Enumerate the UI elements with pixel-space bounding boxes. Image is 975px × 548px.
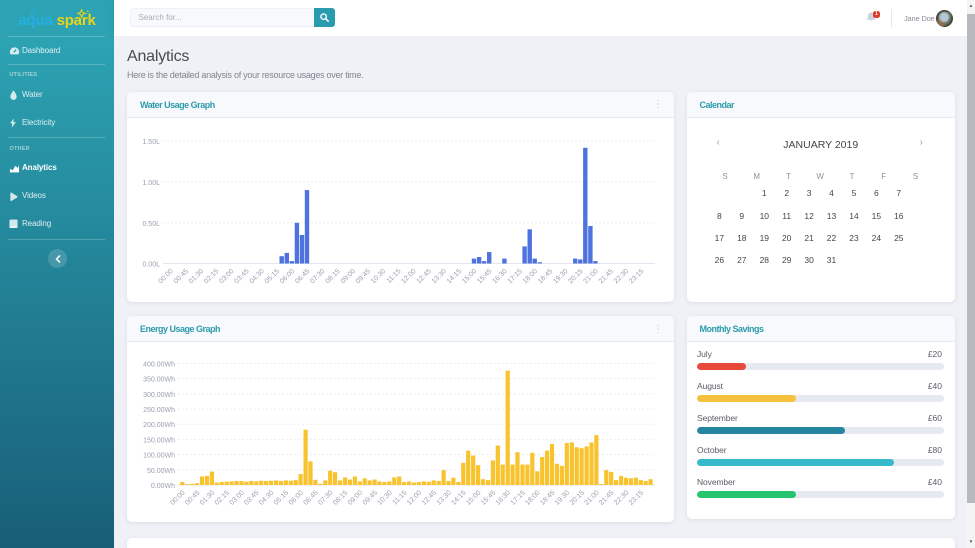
svg-text:00:45: 00:45 [173,267,190,284]
svg-text:08:15: 08:15 [332,489,349,506]
svg-text:08:15: 08:15 [324,267,341,284]
svg-text:14:15: 14:15 [446,267,463,284]
svg-text:12:45: 12:45 [416,267,433,284]
svg-text:07:30: 07:30 [309,267,326,284]
svg-text:19:30: 19:30 [552,267,569,284]
svg-text:0.00Wh: 0.00Wh [151,483,175,490]
svg-text:15:45: 15:45 [480,489,497,506]
svg-text:06:45: 06:45 [294,267,311,284]
svg-text:12:00: 12:00 [400,267,417,284]
svg-text:13:30: 13:30 [436,489,453,506]
svg-text:0.50L: 0.50L [142,220,160,227]
svg-text:17:15: 17:15 [510,489,527,506]
svg-text:18:00: 18:00 [524,489,541,506]
svg-text:04:30: 04:30 [258,489,275,506]
svg-text:16:30: 16:30 [495,489,512,506]
svg-text:03:45: 03:45 [233,267,250,284]
svg-text:19:30: 19:30 [554,489,571,506]
svg-text:02:15: 02:15 [214,489,231,506]
svg-text:09:45: 09:45 [355,267,372,284]
svg-text:250.00Wh: 250.00Wh [143,407,175,414]
svg-text:200.00Wh: 200.00Wh [143,422,175,429]
svg-text:12:45: 12:45 [421,489,438,506]
svg-text:15:00: 15:00 [465,489,482,506]
svg-text:16:30: 16:30 [491,267,508,284]
svg-text:17:15: 17:15 [507,267,524,284]
svg-text:14:15: 14:15 [450,489,467,506]
svg-text:15:00: 15:00 [461,267,478,284]
svg-text:400.00Wh: 400.00Wh [143,361,175,368]
svg-text:02:15: 02:15 [203,267,220,284]
svg-text:05:15: 05:15 [273,489,290,506]
svg-text:350.00Wh: 350.00Wh [143,377,175,384]
svg-text:03:45: 03:45 [243,489,260,506]
svg-text:09:00: 09:00 [347,489,364,506]
svg-text:20:15: 20:15 [567,267,584,284]
svg-text:07:30: 07:30 [317,489,334,506]
svg-text:06:00: 06:00 [279,267,296,284]
svg-text:10:30: 10:30 [370,267,387,284]
svg-text:00:00: 00:00 [157,267,174,284]
svg-text:100.00Wh: 100.00Wh [143,453,175,460]
svg-text:15:45: 15:45 [476,267,493,284]
svg-text:20:15: 20:15 [569,489,586,506]
svg-text:01:30: 01:30 [199,489,216,506]
svg-text:18:45: 18:45 [539,489,556,506]
svg-text:300.00Wh: 300.00Wh [143,392,175,399]
svg-text:03:00: 03:00 [229,489,246,506]
svg-text:23:15: 23:15 [628,267,645,284]
svg-text:23:15: 23:15 [628,489,645,506]
svg-text:12:00: 12:00 [406,489,423,506]
svg-text:06:45: 06:45 [302,489,319,506]
svg-text:22:30: 22:30 [613,267,630,284]
svg-text:1.50L: 1.50L [142,139,160,146]
svg-text:18:45: 18:45 [537,267,554,284]
svg-text:03:00: 03:00 [218,267,235,284]
svg-text:11:15: 11:15 [386,267,403,284]
svg-text:21:45: 21:45 [598,489,615,506]
svg-text:21:00: 21:00 [583,489,600,506]
svg-text:21:45: 21:45 [598,267,615,284]
svg-text:09:00: 09:00 [340,267,357,284]
svg-text:11:15: 11:15 [392,489,409,506]
svg-text:00:00: 00:00 [169,489,186,506]
svg-text:1.00L: 1.00L [142,180,160,187]
svg-text:50.00Wh: 50.00Wh [147,468,175,475]
svg-text:13:30: 13:30 [431,267,448,284]
svg-text:04:30: 04:30 [249,267,266,284]
svg-text:00:45: 00:45 [184,489,201,506]
svg-text:22:30: 22:30 [613,489,630,506]
svg-text:01:30: 01:30 [188,267,205,284]
svg-text:06:00: 06:00 [288,489,305,506]
svg-text:18:00: 18:00 [522,267,539,284]
svg-text:05:15: 05:15 [264,267,281,284]
svg-text:10:30: 10:30 [376,489,393,506]
svg-text:21:00: 21:00 [582,267,599,284]
svg-text:09:45: 09:45 [362,489,379,506]
svg-text:0.00L: 0.00L [142,261,160,268]
svg-text:150.00Wh: 150.00Wh [143,437,175,444]
